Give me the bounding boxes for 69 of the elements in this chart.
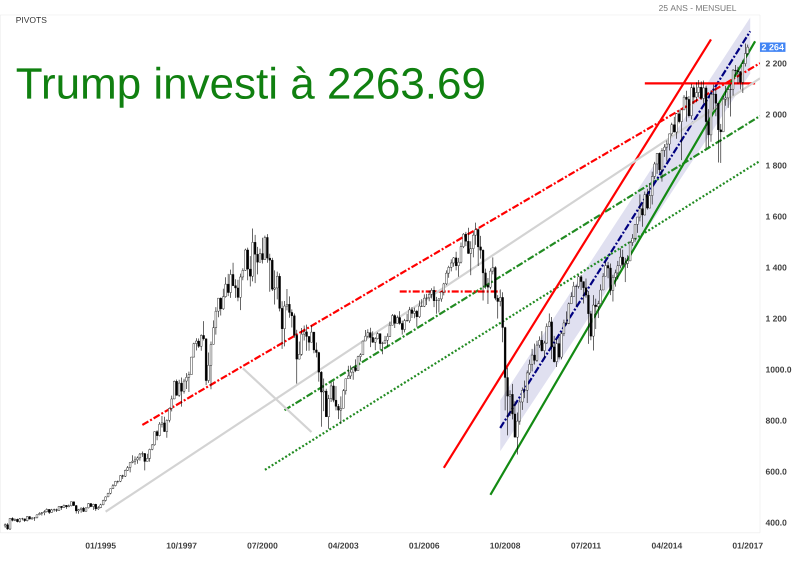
candlestick (134, 456, 136, 466)
candlestick (350, 365, 352, 380)
y-tick-label: 600.0 (766, 468, 786, 475)
x-tick-label: 10/1997 (166, 542, 197, 549)
candlestick (264, 235, 266, 260)
candlestick (408, 306, 411, 324)
candlestick (144, 452, 146, 471)
candlestick (131, 455, 134, 464)
y-tick-label: 1 400 (766, 264, 786, 271)
x-tick-label: 10/2008 (490, 542, 520, 549)
x-tick-label: 07/2000 (247, 542, 278, 549)
candlestick (136, 456, 139, 464)
candlestick (254, 234, 256, 284)
candlestick (660, 148, 664, 182)
candlestick (163, 416, 166, 432)
candlestick (261, 237, 264, 264)
y-tick-label: 1 600 (766, 214, 786, 220)
y-tick-label: 2 200 (766, 60, 786, 67)
candlestick (176, 379, 178, 396)
candlestick (33, 516, 36, 522)
candlestick (452, 256, 455, 268)
y-tick-label: 2 000 (766, 112, 786, 118)
x-tick-label: 07/2011 (571, 542, 601, 549)
candlestick (148, 448, 151, 462)
candlestick (695, 82, 698, 103)
candlestick (413, 307, 416, 319)
candlestick (673, 116, 676, 133)
candlestick (416, 310, 418, 328)
candlestick (676, 112, 678, 140)
candlestick (423, 294, 426, 308)
candlestick (305, 324, 308, 352)
annotation: PIVOTS (16, 17, 47, 24)
candlestick (555, 338, 558, 368)
y-tick-label: 1000.0 (766, 366, 792, 373)
x-tick-label: 04/2003 (328, 542, 358, 549)
y-tick-label: 1 800 (766, 162, 786, 169)
candlestick (153, 431, 156, 446)
y-tick-label: 400.0 (766, 520, 786, 526)
candlestick (369, 328, 372, 348)
candlestick (536, 340, 538, 362)
candlestick (624, 258, 626, 282)
x-tick-label: 01/2006 (409, 542, 440, 549)
candlestick (220, 297, 222, 316)
x-tick-label: 01/2017 (732, 542, 763, 549)
candlestick (227, 274, 230, 296)
text: Trump investi à 2263.69 (16, 66, 484, 108)
candlestick (428, 290, 430, 302)
candlestick (374, 336, 376, 351)
candlestick (312, 332, 316, 354)
x-tick-label: 04/2014 (652, 542, 682, 549)
candlestick (426, 294, 428, 306)
candlestick (198, 338, 200, 348)
candlestick (356, 356, 360, 371)
x-tick-label: 01/1995 (86, 542, 116, 549)
candlestick (354, 359, 357, 373)
candlestick (698, 80, 700, 98)
candlestick (378, 333, 382, 350)
candlestick (8, 518, 12, 530)
candlestick (300, 328, 303, 356)
candlestick (394, 314, 396, 328)
text: 25 ANS - MENSUEL (658, 5, 736, 12)
candlestick (185, 372, 188, 390)
candlestick (128, 462, 132, 473)
candlestick (685, 90, 688, 122)
y-tick-label: 800.0 (766, 418, 786, 424)
candlestick (700, 81, 702, 100)
candlestick (180, 377, 183, 407)
annotation: 2 264 (762, 44, 784, 50)
y-tick-label: 1 200 (766, 316, 786, 322)
